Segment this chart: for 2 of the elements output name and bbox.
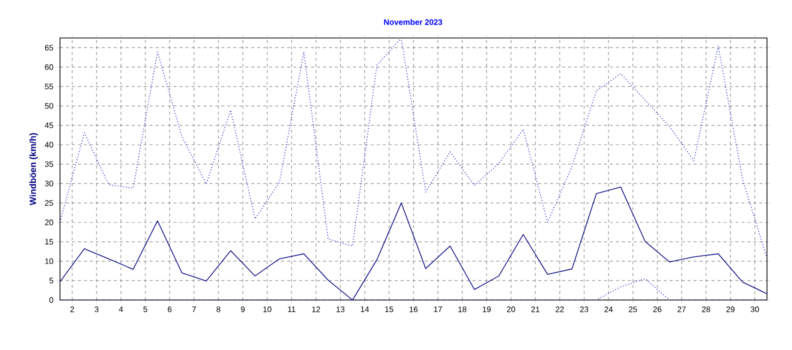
y-axis-title: Windböen (km/h): [29, 133, 38, 206]
line-series: [60, 186, 768, 300]
